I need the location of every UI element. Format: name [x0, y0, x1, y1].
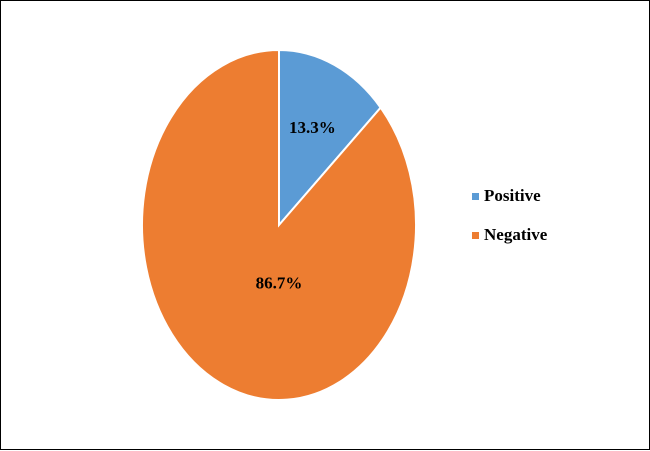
legend: Positive Negative	[472, 186, 548, 244]
legend-label-negative: Negative	[484, 225, 548, 244]
legend-label-positive: Positive	[484, 186, 541, 205]
data-labels: 13.3% 86.7%	[256, 118, 336, 292]
data-label-positive: 13.3%	[289, 118, 336, 137]
legend-swatch-negative	[472, 232, 479, 239]
legend-swatch-positive	[472, 193, 479, 200]
data-label-negative: 86.7%	[256, 273, 303, 292]
pie-slices	[141, 48, 417, 401]
pie-slice-negative	[141, 48, 417, 401]
pie-slice-positive	[278, 48, 382, 228]
